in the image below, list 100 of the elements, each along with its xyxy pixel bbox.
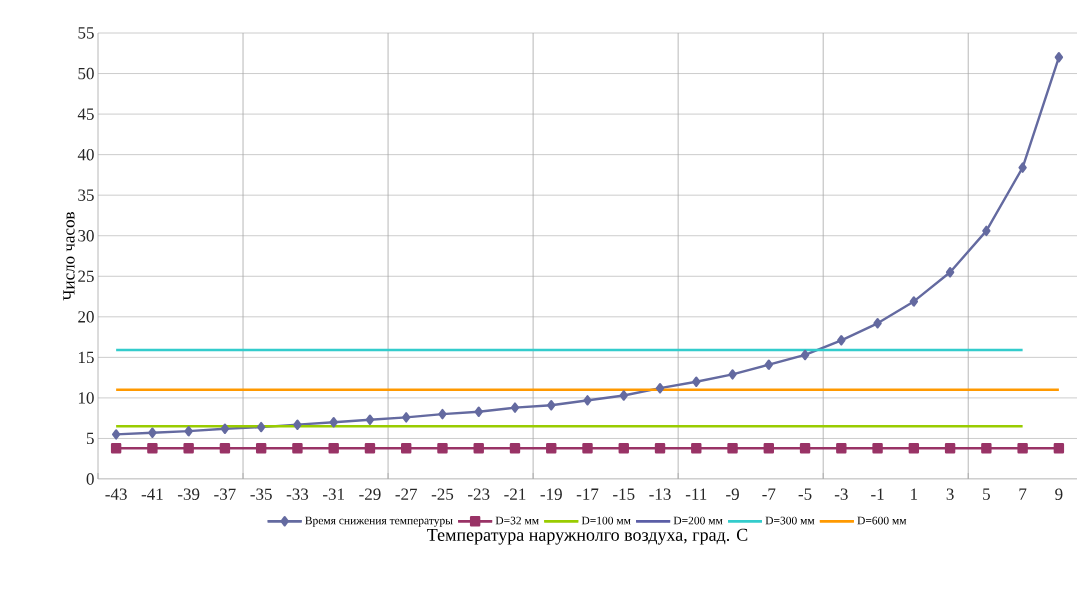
- point: [148, 427, 157, 438]
- point: [220, 423, 230, 434]
- y-axis-title: Число часов: [63, 212, 75, 301]
- y-tick-label: 0: [86, 473, 94, 485]
- x-tick-label: -13: [649, 488, 671, 500]
- y-tick-label: 25: [78, 270, 94, 282]
- point: [111, 429, 121, 440]
- point: [510, 402, 520, 413]
- point: [183, 442, 194, 454]
- x-tick-label: -33: [286, 488, 309, 500]
- point: [147, 442, 158, 454]
- legend-label: D=300 мм: [765, 516, 815, 525]
- y-tick-label: 35: [78, 189, 94, 201]
- point: [619, 390, 628, 401]
- point: [509, 442, 521, 454]
- point: [293, 419, 302, 430]
- point: [908, 442, 920, 454]
- point: [329, 417, 338, 428]
- point: [800, 349, 810, 361]
- x-tick-label: -37: [214, 488, 236, 500]
- point: [837, 335, 846, 346]
- point: [981, 442, 992, 454]
- x-tick-label: -29: [359, 488, 381, 500]
- x-tick-label: -25: [431, 488, 454, 500]
- point: [1054, 52, 1064, 63]
- point: [582, 442, 593, 454]
- point: [184, 425, 193, 437]
- point: [1017, 442, 1028, 454]
- y-tick-label: 15: [78, 351, 94, 364]
- x-tick-label: -5: [798, 488, 812, 500]
- legend-label: D=32 мм: [495, 516, 539, 525]
- x-tick-label: 5: [983, 488, 990, 500]
- point: [655, 382, 665, 394]
- x-tick-label: -41: [141, 488, 163, 500]
- x-axis-title: Температура наружнолго воздуха, град. С: [427, 528, 748, 545]
- x-tick-label: 9: [1055, 488, 1063, 500]
- point: [474, 406, 483, 417]
- y-tick-label: 50: [78, 67, 94, 80]
- point: [799, 442, 811, 454]
- point: [764, 359, 773, 370]
- point: [945, 267, 955, 278]
- point: [328, 442, 339, 454]
- x-tick-label: -23: [468, 488, 490, 500]
- y-tick-label: 5: [86, 432, 94, 445]
- legend-label: Время снижения температуры: [305, 516, 453, 527]
- point: [292, 442, 303, 454]
- x-tick-label: -17: [576, 488, 599, 500]
- point: [654, 442, 666, 454]
- point: [763, 442, 774, 454]
- x-tick-label: -43: [105, 488, 127, 500]
- point: [402, 412, 411, 423]
- x-tick-label: -9: [726, 488, 739, 500]
- point: [110, 442, 122, 454]
- x-tick-label: 1: [911, 488, 918, 500]
- x-tick-label: -15: [613, 488, 635, 500]
- y-tick-label: 20: [78, 311, 94, 323]
- x-tick-label: -35: [250, 488, 272, 500]
- legend-label: D=600 мм: [857, 516, 907, 525]
- point: [364, 442, 376, 454]
- point: [691, 442, 702, 454]
- x-tick-label: -19: [540, 488, 562, 500]
- point: [583, 395, 592, 406]
- y-tick-label: 40: [77, 148, 94, 161]
- y-tick-label: 10: [78, 392, 94, 404]
- point: [437, 442, 448, 454]
- point: [255, 442, 267, 454]
- x-tick-label: -7: [762, 488, 776, 500]
- point: [728, 369, 737, 380]
- point: [365, 414, 375, 426]
- x-tick-label: 3: [946, 488, 954, 500]
- point: [1053, 442, 1065, 454]
- point: [1018, 162, 1027, 173]
- point: [256, 421, 266, 433]
- x-tick-label: -27: [395, 488, 418, 500]
- point: [909, 296, 919, 307]
- x-tick-label: -1: [871, 488, 884, 500]
- point: [618, 442, 629, 454]
- y-tick-label: 30: [78, 229, 94, 242]
- x-tick-label: -31: [322, 488, 344, 500]
- point: [692, 376, 701, 387]
- y-tick-label: 45: [77, 108, 94, 120]
- legend-label: D=200 мм: [673, 516, 723, 525]
- y-tick-label: 55: [78, 27, 94, 39]
- point: [873, 318, 882, 329]
- point: [546, 442, 557, 454]
- x-tick-label: -39: [177, 488, 200, 500]
- point: [401, 442, 412, 454]
- point: [219, 442, 231, 454]
- point: [872, 442, 883, 454]
- x-tick-label: 7: [1019, 488, 1027, 500]
- point: [438, 408, 447, 420]
- point: [547, 400, 556, 411]
- point: [836, 442, 847, 454]
- x-tick-label: -21: [504, 488, 526, 500]
- point: [727, 442, 738, 454]
- legend-label: D=100 мм: [581, 516, 631, 525]
- point: [473, 442, 484, 454]
- x-tick-label: -3: [834, 488, 848, 500]
- point: [944, 442, 956, 454]
- point: [982, 225, 991, 237]
